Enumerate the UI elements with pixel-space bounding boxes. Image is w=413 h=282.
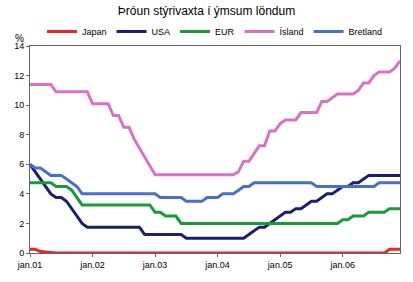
svg-text:jan.02: jan.02: [79, 260, 105, 270]
svg-text:jan.05: jan.05: [267, 260, 293, 270]
svg-text:8: 8: [19, 130, 24, 140]
svg-text:Japan: Japan: [82, 27, 107, 37]
svg-text:jan.01: jan.01: [17, 260, 43, 270]
svg-text:USA: USA: [152, 27, 171, 37]
svg-text:jan.03: jan.03: [142, 260, 168, 270]
svg-text:4: 4: [19, 189, 24, 199]
svg-text:jan.06: jan.06: [329, 260, 355, 270]
svg-text:14: 14: [14, 41, 24, 51]
svg-text:Þróun stýrivaxta í ýmsum löndu: Þróun stýrivaxta í ýmsum löndum: [118, 4, 295, 18]
svg-text:Ísland: Ísland: [280, 27, 304, 37]
svg-text:jan.04: jan.04: [204, 260, 230, 270]
svg-text:%: %: [15, 33, 24, 44]
svg-text:EUR: EUR: [215, 27, 235, 37]
svg-text:6: 6: [19, 159, 24, 169]
svg-text:0: 0: [19, 248, 24, 258]
svg-text:Bretland: Bretland: [349, 27, 383, 37]
svg-text:12: 12: [14, 71, 24, 81]
svg-text:10: 10: [14, 100, 24, 110]
svg-text:2: 2: [19, 219, 24, 229]
